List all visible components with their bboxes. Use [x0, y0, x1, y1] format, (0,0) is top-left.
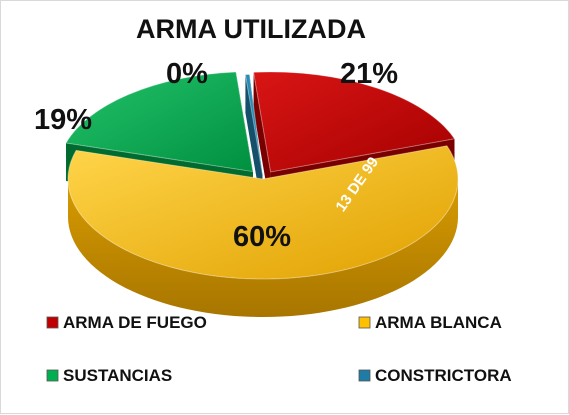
legend-label-sustancias: SUSTANCIAS [63, 366, 172, 385]
legend-swatch-arma-de-fuego [46, 316, 59, 329]
pie-slice-constrictora [244, 73, 263, 213]
chart-title: ARMA UTILIZADA [136, 14, 366, 44]
pie-slices: 21%60%19%0%13 DE 99 [34, 58, 459, 317]
legend-label-arma-de-fuego: ARMA DE FUEGO [63, 313, 207, 332]
legend-item-sustancias: SUSTANCIAS [46, 366, 172, 385]
data-label-sustancias: 19% [34, 104, 92, 136]
legend-item-arma-blanca: ARMA BLANCA [358, 313, 502, 332]
data-label-arma-de-fuego: 21% [340, 58, 398, 90]
legend-label-constrictora: CONSTRICTORA [375, 366, 512, 385]
legend: ARMA DE FUEGO ARMA BLANCA SUSTANCIAS CONSTR… [46, 313, 512, 385]
legend-item-arma-de-fuego: ARMA DE FUEGO [46, 313, 207, 332]
legend-swatch-arma-blanca [358, 316, 371, 329]
pie-slice-arma-blanca [67, 145, 459, 317]
legend-swatch-constrictora [358, 369, 371, 382]
legend-label-arma-blanca: ARMA BLANCA [375, 313, 502, 332]
legend-swatch-sustancias [46, 369, 59, 382]
data-label-arma-blanca: 60% [233, 221, 291, 253]
data-label-constrictora: 0% [166, 58, 208, 90]
legend-item-constrictora: CONSTRICTORA [358, 366, 512, 385]
